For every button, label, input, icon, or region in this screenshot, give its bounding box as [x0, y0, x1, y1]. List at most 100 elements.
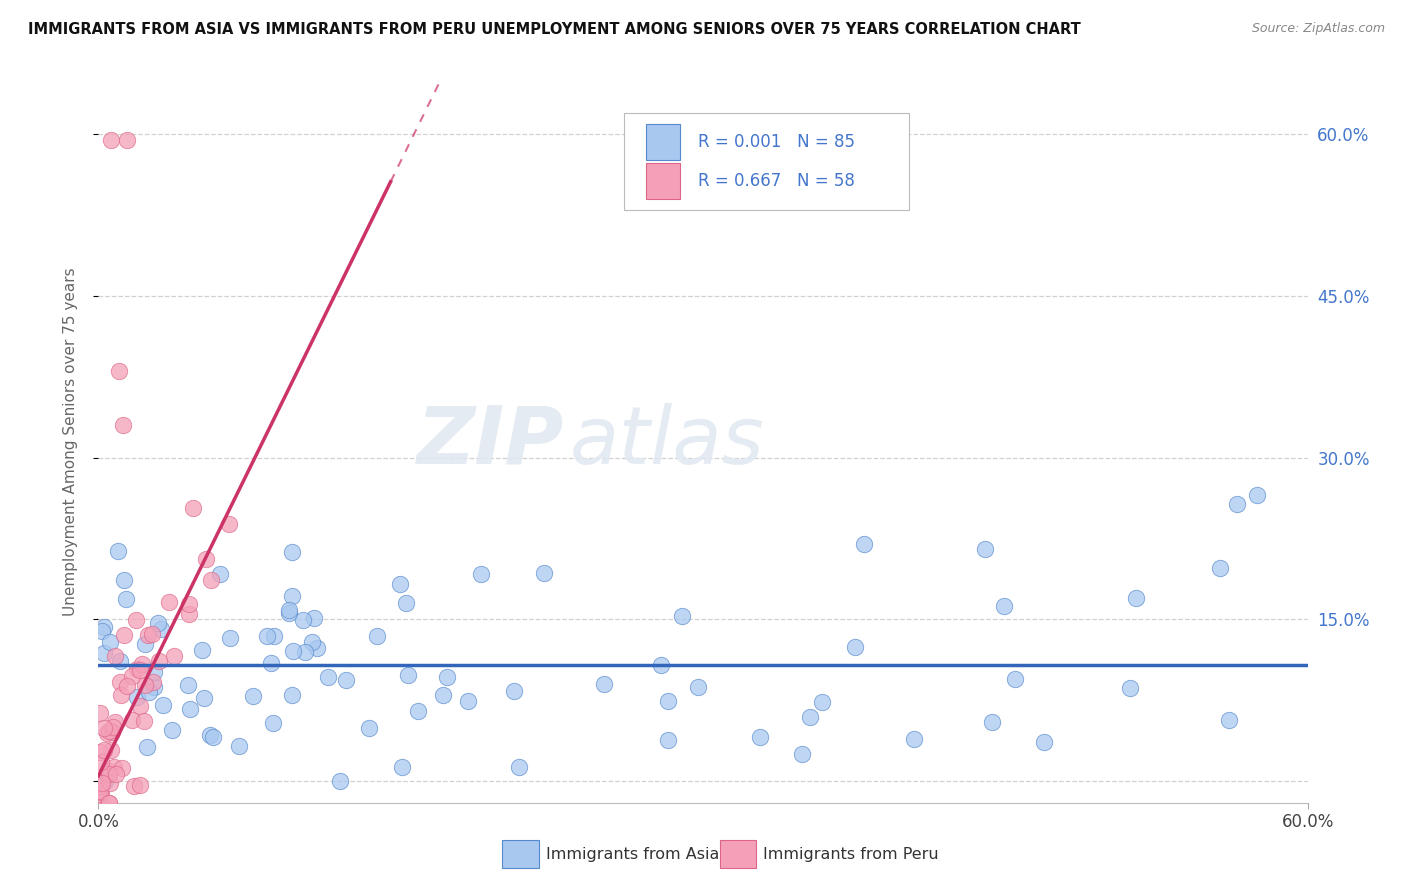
- Point: [107, 364, 129, 378]
- Point: [1119, 681, 1142, 696]
- Point: [503, 683, 526, 698]
- Point: [93, 721, 115, 735]
- Point: [89, 783, 111, 797]
- Point: [103, 649, 125, 664]
- FancyBboxPatch shape: [502, 840, 538, 868]
- Point: [366, 629, 388, 643]
- Point: [148, 654, 170, 668]
- Point: [101, 725, 124, 739]
- Point: [114, 591, 136, 606]
- Point: [179, 701, 201, 715]
- Point: [1218, 713, 1240, 727]
- Point: [103, 760, 125, 774]
- Point: [143, 680, 166, 694]
- Point: [124, 613, 146, 627]
- Point: [121, 714, 143, 728]
- Point: [101, 720, 124, 734]
- Point: [395, 596, 418, 610]
- Point: [260, 656, 283, 670]
- Point: [115, 132, 138, 146]
- Point: [131, 657, 153, 671]
- Point: [98, 764, 121, 778]
- Point: [177, 607, 200, 621]
- Point: [141, 626, 163, 640]
- Point: [202, 730, 225, 744]
- Point: [749, 730, 772, 744]
- Point: [142, 674, 165, 689]
- Point: [121, 669, 143, 683]
- Point: [90, 784, 112, 798]
- Text: atlas: atlas: [569, 402, 765, 481]
- Point: [104, 714, 127, 729]
- FancyBboxPatch shape: [720, 840, 756, 868]
- Point: [162, 648, 184, 663]
- Point: [1226, 497, 1249, 511]
- Point: [391, 760, 413, 774]
- Point: [357, 721, 380, 735]
- Point: [318, 670, 340, 684]
- Point: [112, 573, 135, 587]
- Point: [790, 747, 813, 762]
- Point: [650, 657, 672, 672]
- Point: [533, 566, 555, 580]
- Point: [981, 714, 1004, 729]
- Point: [97, 766, 120, 780]
- Point: [256, 629, 278, 643]
- Point: [90, 774, 112, 789]
- Point: [110, 689, 132, 703]
- FancyBboxPatch shape: [647, 163, 681, 200]
- Point: [1004, 672, 1026, 686]
- Point: [432, 689, 454, 703]
- Point: [436, 669, 458, 683]
- FancyBboxPatch shape: [624, 112, 908, 211]
- Point: [1208, 561, 1230, 575]
- Point: [91, 776, 114, 790]
- Point: [329, 774, 352, 789]
- Point: [993, 599, 1015, 613]
- Point: [294, 645, 316, 659]
- Point: [181, 501, 204, 516]
- Point: [470, 566, 492, 581]
- Point: [1125, 591, 1147, 605]
- Point: [132, 714, 155, 728]
- Point: [138, 685, 160, 699]
- Point: [1246, 488, 1268, 502]
- Point: [657, 732, 679, 747]
- Point: [93, 620, 115, 634]
- Text: R = 0.001   N = 85: R = 0.001 N = 85: [699, 133, 855, 151]
- Point: [903, 732, 925, 747]
- Point: [100, 132, 122, 146]
- Point: [508, 760, 530, 774]
- Point: [134, 678, 156, 692]
- Point: [191, 642, 214, 657]
- Point: [283, 643, 305, 657]
- Point: [218, 631, 240, 645]
- Point: [277, 607, 299, 621]
- Point: [218, 517, 240, 532]
- Point: [799, 709, 821, 723]
- Point: [209, 566, 232, 581]
- Point: [810, 695, 832, 709]
- Point: [242, 690, 264, 704]
- Point: [117, 679, 139, 693]
- Point: [90, 755, 112, 769]
- Point: [593, 677, 616, 691]
- Text: R = 0.667   N = 58: R = 0.667 N = 58: [699, 172, 855, 190]
- Point: [200, 728, 222, 742]
- Point: [129, 778, 152, 792]
- Point: [688, 680, 710, 694]
- Point: [89, 745, 111, 759]
- Point: [94, 774, 117, 789]
- Point: [93, 646, 115, 660]
- Y-axis label: Unemployment Among Seniors over 75 years: Unemployment Among Seniors over 75 years: [63, 268, 77, 615]
- Point: [149, 622, 172, 636]
- Point: [193, 691, 215, 706]
- Point: [146, 616, 169, 631]
- Point: [136, 628, 159, 642]
- Point: [128, 699, 150, 714]
- Point: [100, 743, 122, 757]
- Point: [844, 640, 866, 654]
- Point: [104, 767, 127, 781]
- Point: [974, 542, 997, 557]
- Text: ZIP: ZIP: [416, 402, 564, 481]
